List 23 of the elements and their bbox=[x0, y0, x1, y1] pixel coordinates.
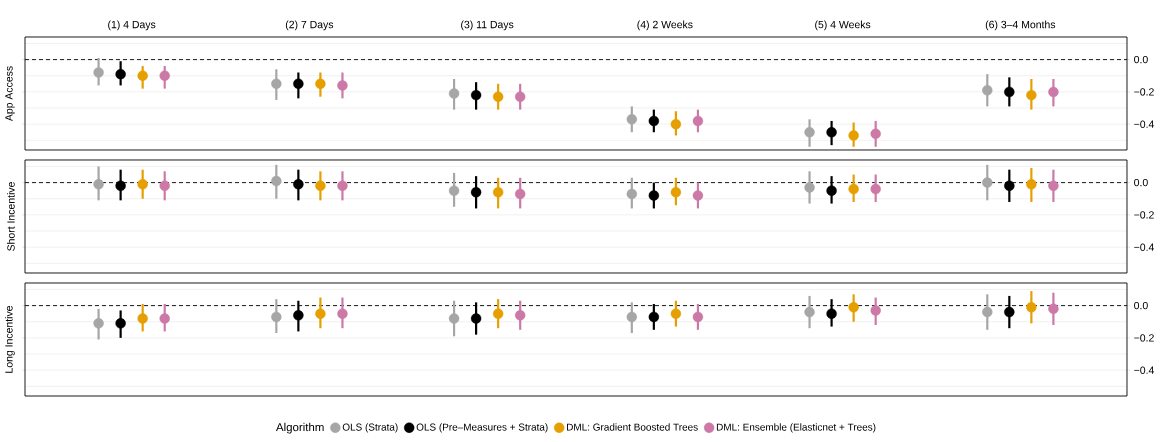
y-tick-label: 0.0 bbox=[1134, 55, 1148, 64]
y-axis-title: Short Incentive bbox=[7, 182, 15, 251]
y-tick-label: −0.2 bbox=[1134, 88, 1154, 96]
y-tick-label: −0.4 bbox=[1134, 243, 1155, 251]
legend-label: DML: Gradient Boosted Trees bbox=[566, 423, 698, 431]
y-axis-title: Long Incentive bbox=[4, 305, 15, 373]
legend-title: Algorithm bbox=[275, 422, 324, 434]
x-tick-label: (6) 3–4 Months bbox=[985, 20, 1056, 31]
y-tick-label: −0.2 bbox=[1134, 211, 1154, 219]
x-tick-label: (2) 7 Days bbox=[285, 20, 334, 31]
y-tick-label: −0.4 bbox=[1134, 366, 1155, 374]
y-tick-label: 0.0 bbox=[1134, 178, 1148, 187]
x-tick-label: (1) 4 Days bbox=[108, 20, 156, 31]
y-axis-title: App Access bbox=[5, 66, 15, 122]
y-tick-label: 0.0 bbox=[1134, 301, 1148, 310]
y-tick-label: −0.4 bbox=[1134, 120, 1155, 128]
y-tick-label: −0.2 bbox=[1134, 334, 1154, 342]
legend-label: DML: Ensemble (Elasticnet + Trees) bbox=[716, 423, 876, 433]
x-tick-label: (3) 11 Days bbox=[461, 20, 514, 31]
legend-label: OLS (Strata) bbox=[342, 423, 398, 433]
x-tick-label: (5) 4 Weeks bbox=[815, 20, 871, 31]
x-tick-label: (4) 2 Weeks bbox=[637, 20, 693, 31]
legend-label: OLS (Pre–Measures + Strata) bbox=[416, 423, 548, 433]
